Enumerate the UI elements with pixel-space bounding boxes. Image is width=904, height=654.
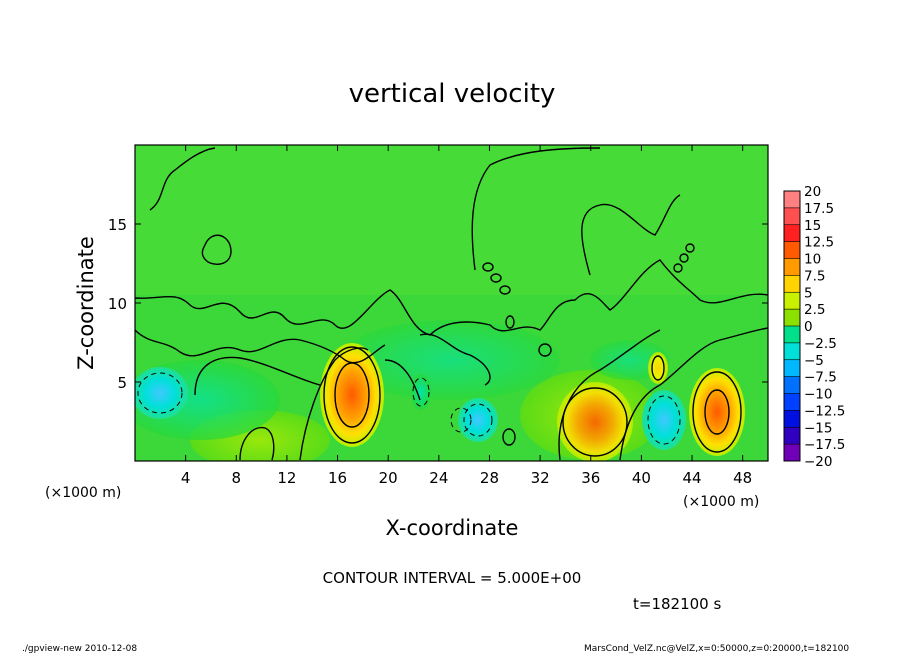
colorbar-label: −20 <box>804 454 833 470</box>
colorbar-swatch <box>784 191 800 209</box>
y-axis-label: Z-coordinate <box>74 236 98 370</box>
colorbar-label: 7.5 <box>804 268 825 284</box>
x-tick-label: 8 <box>232 469 242 487</box>
x-tick-label: 12 <box>277 469 296 487</box>
time-label: t=182100 s <box>633 595 721 613</box>
colorbar-swatch <box>784 241 800 259</box>
colorbar-label: −2.5 <box>804 336 837 352</box>
updraft-core-46 <box>689 368 745 456</box>
updraft-core-17 <box>320 343 384 447</box>
colorbar-label: 10 <box>804 252 821 268</box>
colorbar-swatch <box>784 410 800 428</box>
colorbar-swatch <box>784 275 800 293</box>
x-tick-label: 48 <box>733 469 752 487</box>
footer-right: MarsCond_VelZ.nc@VelZ,x=0:50000,z=0:2000… <box>584 644 849 654</box>
updraft-core-41 <box>648 352 668 384</box>
y-tick-label: 15 <box>108 216 127 234</box>
colorbar-swatch <box>784 258 800 276</box>
downdraft-core-22 <box>411 374 431 410</box>
downdraft-core-2 <box>135 367 188 419</box>
colorbar-swatch <box>784 393 800 411</box>
footer-left: ./gpview-new 2010-12-08 <box>22 644 137 654</box>
contour-lines <box>135 147 768 461</box>
colorbar-swatch <box>784 427 800 445</box>
colorbar-label: −17.5 <box>804 437 845 453</box>
colorbar-label: −15 <box>804 420 833 436</box>
x-tick-label: 16 <box>328 469 347 487</box>
colorbar-label: −5 <box>804 353 824 369</box>
colorbar-swatch <box>784 342 800 361</box>
plot-area <box>135 145 768 461</box>
negative-contours <box>137 372 681 445</box>
x-tick-label: 32 <box>531 469 550 487</box>
colorbar-label: 20 <box>804 184 821 200</box>
x-tick-label: 36 <box>581 469 600 487</box>
colorbar: 2017.51512.5107.552.50−2.5−5−7.5−10−12.5… <box>783 184 845 470</box>
x-tick-label: 4 <box>181 469 191 487</box>
colorbar-swatch <box>784 309 800 327</box>
x-tick-label: 44 <box>682 469 701 487</box>
x-tick-label: 28 <box>480 469 499 487</box>
colorbar-label: 12.5 <box>804 235 834 251</box>
colorbar-swatch <box>784 224 800 243</box>
x-axis: 4 8 12 16 20 24 28 32 36 40 44 48 <box>181 145 752 487</box>
colorbar-label: 5 <box>804 285 813 301</box>
x-unit-label-right: (×1000 m) <box>683 494 759 510</box>
colorbar-swatch <box>784 376 800 394</box>
x-axis-label: X-coordinate <box>386 516 519 540</box>
chart-title: vertical velocity <box>349 79 556 109</box>
colorbar-swatch <box>784 292 800 310</box>
contour-interval: CONTOUR INTERVAL = 5.000E+00 <box>323 569 582 587</box>
y-tick-label: 5 <box>117 374 127 392</box>
colorbar-label: 0 <box>804 319 813 335</box>
downdraft-core-41 <box>642 390 686 450</box>
x-tick-label: 40 <box>632 469 651 487</box>
colorbar-label: 17.5 <box>804 201 834 217</box>
y-axis: 5 10 15 <box>108 216 768 392</box>
x-tick-label: 24 <box>429 469 448 487</box>
colorbar-label: −12.5 <box>804 403 845 419</box>
updraft-core-36 <box>557 382 633 461</box>
colorbar-swatch <box>784 326 800 344</box>
x-tick-label: 20 <box>379 469 398 487</box>
colorbar-swatch <box>784 207 800 226</box>
x-unit-label-left: (×1000 m) <box>45 485 121 501</box>
colorbar-label: 15 <box>804 218 821 234</box>
colorbar-label: −10 <box>804 387 833 403</box>
colorbar-label: 2.5 <box>804 302 825 318</box>
y-tick-label: 10 <box>108 295 127 313</box>
colorbar-swatch <box>784 359 800 378</box>
colorbar-swatch <box>784 444 800 462</box>
colorbar-label: −7.5 <box>804 370 837 386</box>
